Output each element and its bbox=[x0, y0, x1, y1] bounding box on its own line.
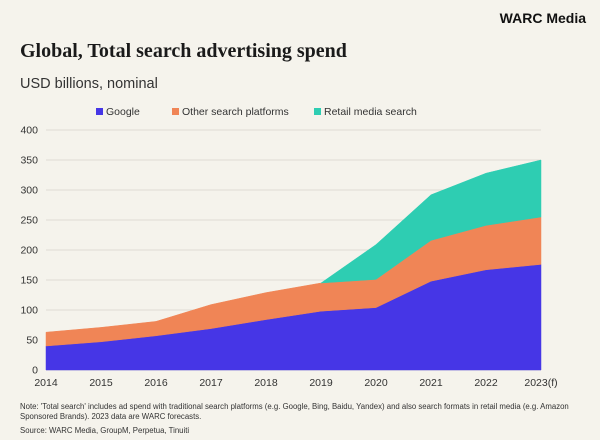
brand-logo: WARC Media bbox=[499, 10, 586, 26]
x-tick-label: 2022 bbox=[474, 377, 498, 389]
legend-swatch bbox=[314, 108, 321, 115]
legend-item: Retail media search bbox=[314, 106, 417, 118]
chart-source: Source: WARC Media, GroupM, Perpetua, Ti… bbox=[20, 426, 190, 435]
y-tick-label: 200 bbox=[20, 245, 38, 257]
legend-label: Retail media search bbox=[324, 106, 417, 118]
area-other-search-platforms bbox=[45, 216, 542, 347]
areas bbox=[45, 159, 542, 371]
x-tick-label: 2016 bbox=[144, 377, 168, 389]
stacked-area-chart: Google Other search platforms Retail media… bbox=[20, 106, 557, 389]
chart-subtitle: USD billions, nominal bbox=[20, 76, 158, 92]
x-axis: 2014 2015 2016 2017 2018 2019 2020 2021 2022 2023… bbox=[34, 377, 557, 389]
x-tick-label: 2020 bbox=[364, 377, 388, 389]
legend-item: Google bbox=[96, 106, 140, 118]
y-tick-label: 0 bbox=[32, 365, 38, 377]
y-tick-label: 150 bbox=[20, 275, 38, 287]
legend-item: Other search platforms bbox=[172, 106, 289, 118]
x-tick-label: 2015 bbox=[89, 377, 113, 389]
y-tick-label: 300 bbox=[20, 185, 38, 197]
chart-note: Note: 'Total search' includes ad spend w… bbox=[20, 402, 569, 421]
legend-swatch bbox=[96, 108, 103, 115]
x-tick-label: 2018 bbox=[254, 377, 278, 389]
x-tick-label: 2017 bbox=[199, 377, 223, 389]
x-tick-label: 2023(f) bbox=[524, 377, 557, 389]
legend-label: Other search platforms bbox=[182, 106, 289, 118]
chart-title: Global, Total search advertising spend bbox=[20, 40, 347, 62]
x-tick-label: 2014 bbox=[34, 377, 58, 389]
area-retail-media-search bbox=[320, 159, 542, 284]
y-tick-label: 250 bbox=[20, 215, 38, 227]
legend-label: Google bbox=[106, 106, 140, 118]
y-tick-label: 50 bbox=[26, 335, 38, 347]
y-axis: 0 50 100 150 200 250 300 350 400 bbox=[20, 125, 38, 377]
x-tick-label: 2021 bbox=[419, 377, 443, 389]
legend-swatch bbox=[172, 108, 179, 115]
y-tick-label: 350 bbox=[20, 155, 38, 167]
legend: Google Other search platforms Retail media… bbox=[96, 106, 417, 118]
x-tick-label: 2019 bbox=[309, 377, 333, 389]
y-tick-label: 100 bbox=[20, 305, 38, 317]
y-tick-label: 400 bbox=[20, 125, 38, 137]
